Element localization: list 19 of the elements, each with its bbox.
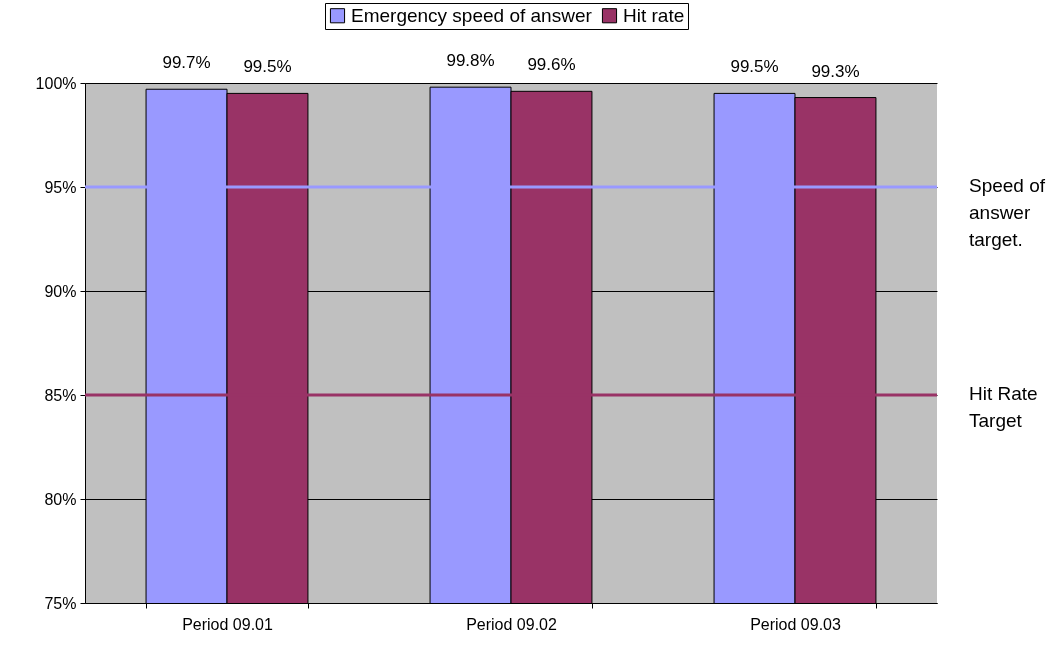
- ref-line-label: Hit Rate Target: [969, 383, 1038, 431]
- data-label: 99.5%: [730, 57, 779, 77]
- data-label: 99.6%: [527, 55, 576, 75]
- y-tick-label: 95%: [44, 178, 77, 196]
- ref-line-label: Speed of answer target.: [969, 175, 1046, 250]
- x-tick-label: Period 09.03: [750, 615, 841, 633]
- data-label: 99.3%: [811, 61, 860, 81]
- y-tick-label: 100%: [35, 74, 77, 92]
- data-label: 99.5%: [243, 57, 292, 77]
- data-label: 99.8%: [446, 51, 495, 71]
- legend-label: Emergency speed of answer: [351, 4, 593, 26]
- y-tick-label: 85%: [44, 386, 77, 404]
- x-tick-label: Period 09.02: [466, 615, 557, 633]
- y-tick-label: 90%: [44, 282, 77, 300]
- y-tick-label: 75%: [44, 594, 77, 612]
- legend-label: Hit rate: [623, 4, 685, 26]
- x-tick-label: Period 09.01: [182, 615, 273, 633]
- data-label: 99.7%: [162, 53, 211, 73]
- y-tick-label: 80%: [44, 490, 77, 508]
